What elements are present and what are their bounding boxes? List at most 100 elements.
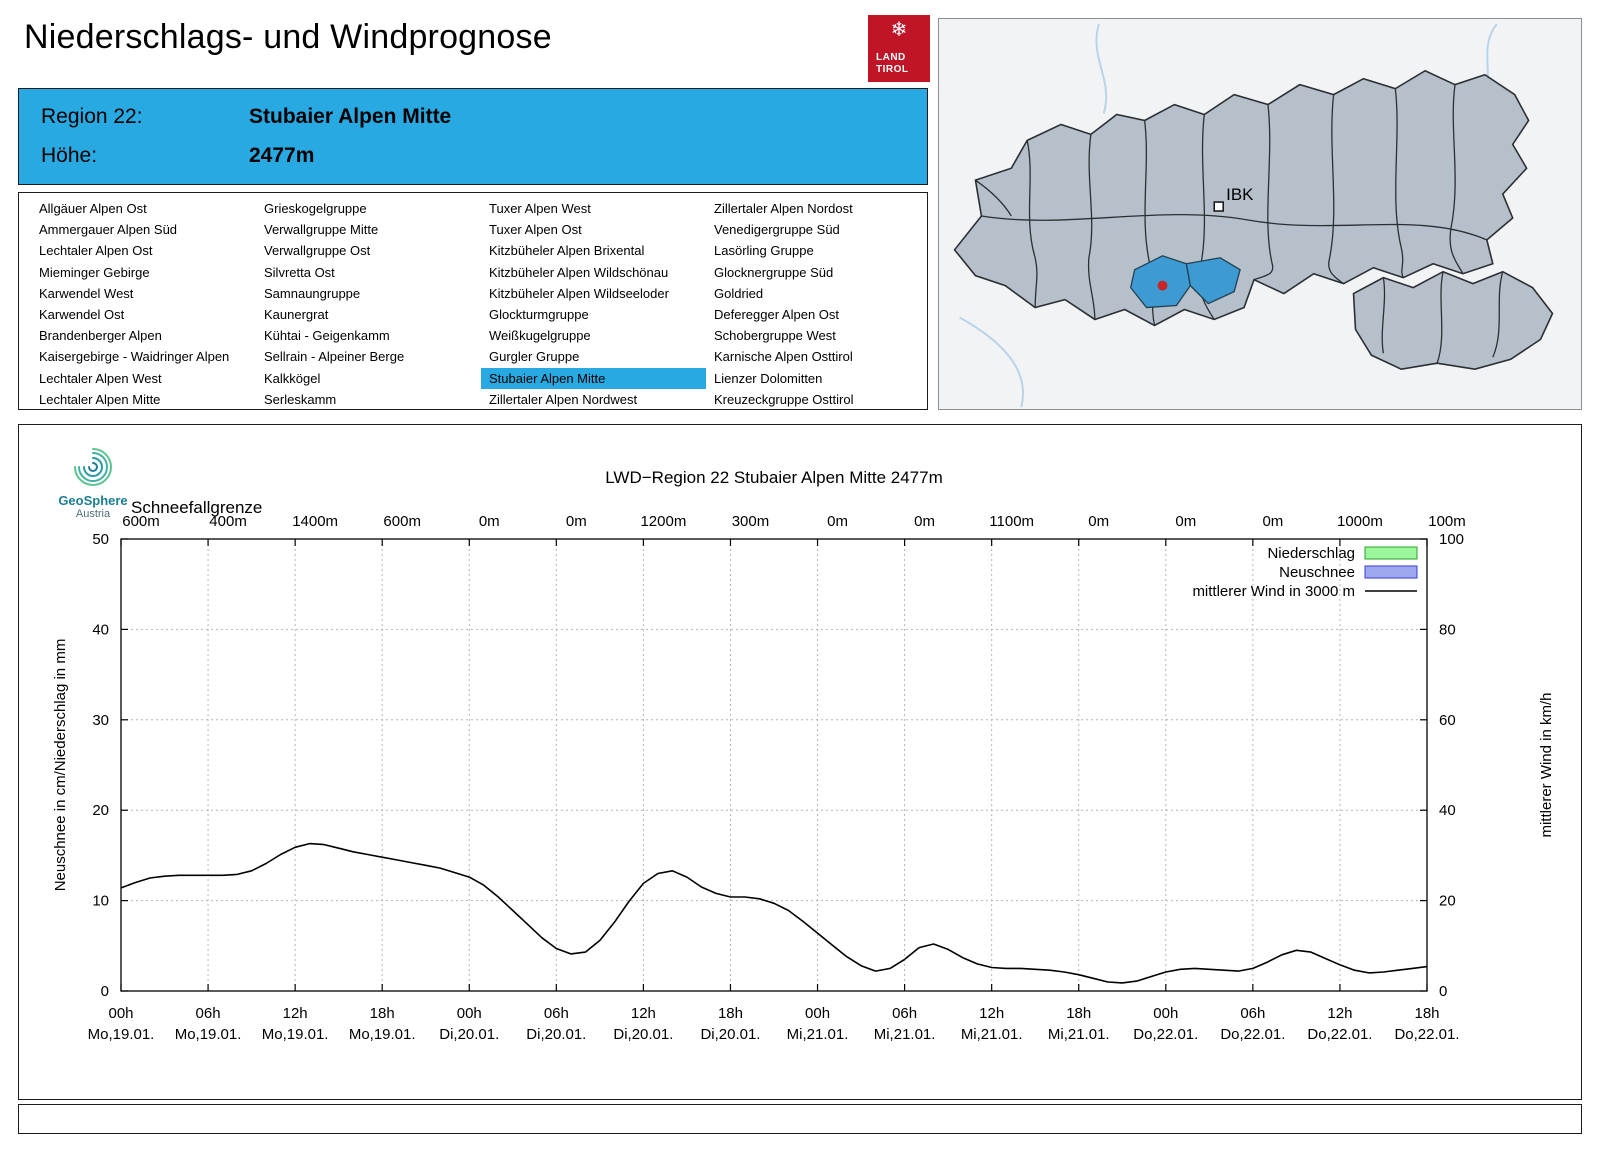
snowline-value: 0m: [1088, 513, 1109, 530]
region-list-item[interactable]: Mieminger Gebirge: [39, 264, 150, 280]
region-list-item[interactable]: Zillertaler Alpen Nordwest: [489, 391, 638, 407]
y-left-tick-label: 20: [92, 802, 109, 819]
region-list-item[interactable]: Verwallgruppe Ost: [264, 243, 371, 259]
snowline-value: 0m: [1175, 513, 1196, 530]
region-list-item[interactable]: Allgäuer Alpen Ost: [39, 201, 147, 216]
x-tick-hour: 00h: [1153, 1005, 1178, 1022]
snowline-value: 1000m: [1337, 513, 1383, 530]
x-tick-date: Mi,21.01.: [961, 1026, 1023, 1043]
region-list-item[interactable]: Schobergruppe West: [714, 328, 836, 344]
x-tick-date: Do,22.01.: [1133, 1026, 1198, 1043]
region-list-item[interactable]: Ammergauer Alpen Süd: [39, 222, 178, 238]
region-list-item[interactable]: Lasörling Gruppe: [714, 243, 814, 259]
map-north-tyrol: [953, 69, 1530, 327]
x-tick-date: Di,20.01.: [700, 1026, 760, 1043]
region-list-item[interactable]: Weißkugelgruppe: [489, 328, 591, 344]
region-list-item[interactable]: Lechtaler Alpen Ost: [39, 243, 153, 259]
snowline-value: 0m: [566, 513, 587, 530]
chart-title: LWD−Region 22 Stubaier Alpen Mitte 2477m: [605, 468, 943, 487]
y-right-tick-label: 60: [1439, 712, 1456, 729]
region-border: [975, 179, 1012, 217]
tirol-map-svg: IBK: [939, 19, 1581, 409]
y-right-tick-label: 40: [1439, 802, 1456, 819]
region-list-item[interactable]: Kitzbüheler Alpen Brixental: [489, 243, 645, 259]
region-list-item[interactable]: Stubaier Alpen Mitte: [481, 367, 706, 389]
region-list-item[interactable]: Kaunergrat: [264, 307, 329, 323]
snowline-value: 400m: [209, 513, 247, 530]
map-highlight-region: [1185, 257, 1241, 305]
footer-strip: [18, 1104, 1582, 1134]
legend-label: Niederschlag: [1267, 545, 1355, 562]
region-list: Allgäuer Alpen Ost Ammergauer Alpen Süd Le…: [18, 192, 928, 410]
region-list-item[interactable]: Kitzbüheler Alpen Wildseeloder: [489, 285, 669, 301]
region-border: [1026, 140, 1038, 308]
x-tick-hour: 18h: [718, 1005, 743, 1022]
region-list-item[interactable]: Kitzbüheler Alpen Wildschönau: [489, 264, 669, 280]
snowline-value: 1100m: [989, 513, 1034, 530]
y-right-tick-label: 80: [1439, 621, 1456, 638]
region-label: Region 22:: [41, 105, 143, 128]
region-list-item[interactable]: Silvretta Ost: [264, 264, 335, 280]
x-tick-hour: 06h: [1240, 1005, 1265, 1022]
region-list-item[interactable]: Serleskamm: [264, 391, 337, 407]
plot-frame: [120, 538, 1428, 992]
x-tick-date: Mo,19.01.: [175, 1026, 242, 1043]
region-list-item[interactable]: Tuxer Alpen West: [489, 201, 591, 216]
x-tick-hour: 12h: [631, 1005, 656, 1022]
region-list-item[interactable]: Karwendel Ost: [39, 307, 125, 323]
region-list-item[interactable]: Verwallgruppe Mitte: [264, 222, 379, 238]
region-column: Allgäuer Alpen Ost Ammergauer Alpen Süd Le…: [31, 198, 256, 410]
map-ibk-label: IBK: [1226, 185, 1254, 204]
region-list-item[interactable]: Lienzer Dolomitten: [714, 370, 823, 386]
region-list-item[interactable]: Gurgler Gruppe: [489, 349, 580, 365]
x-tick-hour: 12h: [979, 1005, 1004, 1022]
region-border: [981, 213, 1488, 241]
y-left-tick-label: 40: [92, 621, 109, 638]
snowline-value: 0m: [479, 513, 500, 530]
x-tick-hour: 12h: [283, 1005, 308, 1022]
region-border: [1328, 94, 1344, 285]
region-border: [1394, 88, 1404, 278]
region-list-item[interactable]: Tuxer Alpen Ost: [489, 222, 582, 238]
region-list-item[interactable]: Glocknergruppe Süd: [714, 264, 834, 280]
legend-label: mittlerer Wind in 3000 m: [1192, 583, 1355, 600]
region-list-item[interactable]: Sellrain - Alpeiner Berge: [264, 349, 405, 365]
snowflake-icon: ❄: [890, 19, 908, 41]
region-list-item[interactable]: Venedigergruppe Süd: [714, 222, 840, 238]
snowline-value: 600m: [122, 513, 160, 530]
y-right-axis-label: mittlerer Wind in km/h: [1538, 692, 1555, 837]
region-list-item[interactable]: Samnaungruppe: [264, 285, 361, 301]
region-list-item[interactable]: Kühtai - Geigenkamm: [264, 328, 390, 344]
region-list-item[interactable]: Karwendel West: [39, 285, 134, 301]
x-tick-date: Do,22.01.: [1220, 1026, 1285, 1043]
x-tick-hour: 12h: [1327, 1005, 1352, 1022]
legend-label: Neuschnee: [1279, 564, 1355, 581]
region-list-item[interactable]: Deferegger Alpen Ost: [714, 307, 840, 323]
region-list-item[interactable]: Brandenberger Alpen: [39, 328, 162, 344]
region-list-item[interactable]: Kreuzeckgruppe Osttirol: [714, 391, 854, 407]
altitude-value: 2477m: [249, 144, 315, 167]
x-tick-hour: 00h: [108, 1005, 133, 1022]
y-left-tick-label: 30: [92, 712, 109, 729]
x-tick-date: Di,20.01.: [526, 1026, 586, 1043]
y-right-tick-label: 0: [1439, 983, 1447, 1000]
region-list-item[interactable]: Kalkkögel: [264, 370, 321, 386]
region-list-item[interactable]: Lechtaler Alpen Mitte: [39, 391, 161, 407]
snowline-label: Schneefallgrenze: [131, 498, 262, 517]
region-columns: Allgäuer Alpen Ost Ammergauer Alpen Süd Le…: [19, 193, 927, 410]
map-ibk-marker: [1213, 201, 1224, 212]
region-list-item[interactable]: Goldried: [714, 285, 764, 301]
region-list-item[interactable]: Grieskogelgruppe: [264, 201, 367, 216]
x-tick-date: Do,22.01.: [1394, 1026, 1459, 1043]
river-line: [1095, 23, 1108, 114]
x-tick-hour: 18h: [370, 1005, 395, 1022]
geosphere-name: GeoSphere: [58, 493, 128, 508]
region-list-item[interactable]: Kaisergebirge - Waidringer Alpen: [39, 349, 230, 365]
region-list-item[interactable]: Lechtaler Alpen West: [39, 370, 162, 386]
region-list-item[interactable]: Zillertaler Alpen Nordost: [714, 201, 853, 216]
land-tirol-logo: ❄ LAND TIROL: [868, 15, 930, 82]
region-list-item[interactable]: Glockturmgruppe: [489, 307, 589, 323]
x-tick-date: Mo,19.01.: [262, 1026, 329, 1043]
region-list-item[interactable]: Karnische Alpen Osttirol: [714, 349, 853, 365]
region-border: [1436, 271, 1444, 364]
